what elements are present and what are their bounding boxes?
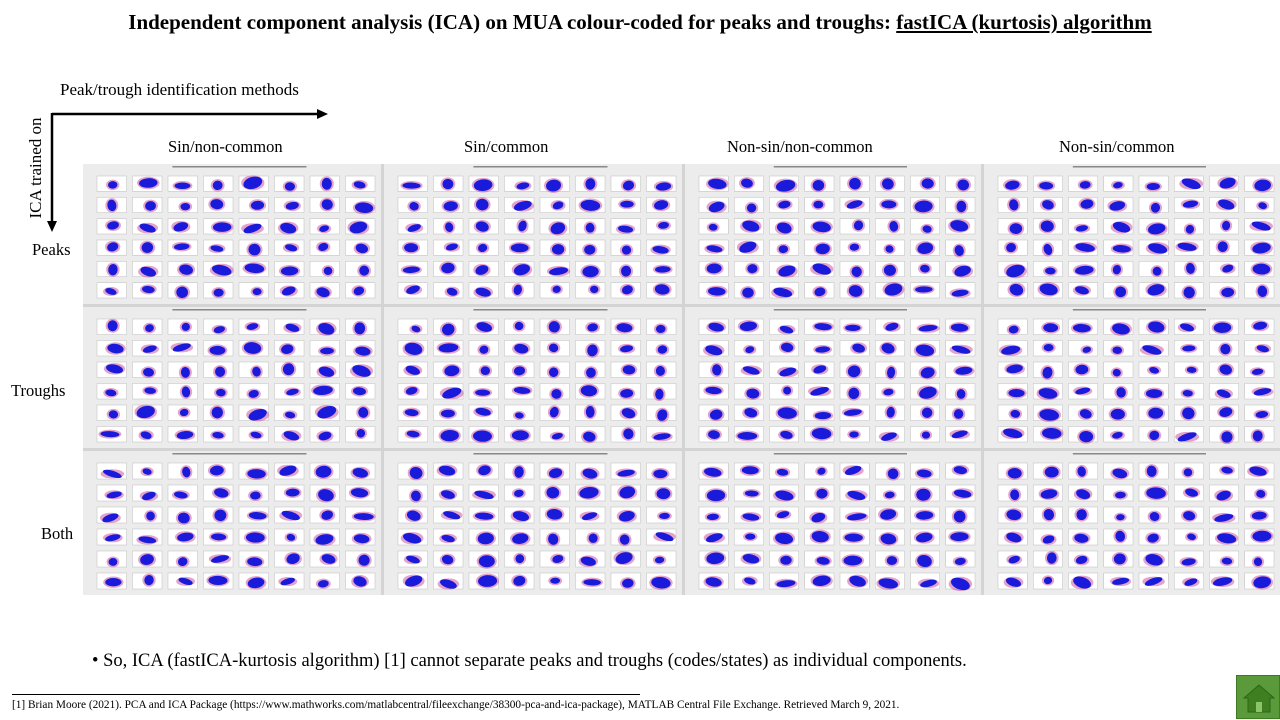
row-label-troughs: Troughs — [11, 381, 66, 400]
axis-arrows — [47, 109, 328, 232]
scatter-matrix-panel-troughs-4 — [984, 307, 1280, 448]
scatter-matrix-panel-peaks-1 — [83, 164, 381, 304]
column-header-non-sin-common: Non-sin/common — [1059, 137, 1175, 156]
scatter-matrix-panel-troughs-1 — [83, 307, 381, 448]
column-header-sin-non-common: Sin/non-common — [168, 137, 283, 156]
footnote-reference: [1] Brian Moore (2021). PCA and ICA Pack… — [12, 699, 900, 711]
footnote-divider — [12, 694, 640, 695]
scatter-matrix-panel-troughs-2 — [384, 307, 682, 448]
row-label-both: Both — [41, 524, 74, 543]
y-axis-label: ICA trained on — [26, 117, 45, 219]
column-header-non-sin-non-common: Non-sin/non-common — [727, 137, 873, 156]
slide-title: Independent component analysis (ICA) on … — [0, 8, 1280, 36]
scatter-matrix-panel-both-1 — [83, 451, 381, 595]
slide-title-underlined: fastICA (kurtosis) algorithm — [896, 10, 1152, 34]
scatter-matrix-panel-peaks-2 — [384, 164, 682, 304]
x-axis-label: Peak/trough identification methods — [60, 80, 299, 99]
row-label-peaks: Peaks — [32, 240, 71, 259]
scatter-matrix-panel-both-4 — [984, 451, 1280, 595]
scatter-matrix-panel-both-3 — [685, 451, 981, 595]
scatter-matrix-panel-peaks-4 — [984, 164, 1280, 304]
scatter-panel-grid — [83, 164, 1280, 595]
scatter-matrix-panel-peaks-3 — [685, 164, 981, 304]
conclusion-bullet: • So, ICA (fastICA-kurtosis algorithm) [… — [92, 651, 967, 671]
scatter-matrix-panel-troughs-3 — [685, 307, 981, 448]
home-icon — [1242, 684, 1276, 713]
home-button[interactable] — [1236, 675, 1280, 719]
column-header-sin-common: Sin/common — [464, 137, 549, 156]
slide-title-text: Independent component analysis (ICA) on … — [128, 10, 897, 34]
scatter-matrix-panel-both-2 — [384, 451, 682, 595]
